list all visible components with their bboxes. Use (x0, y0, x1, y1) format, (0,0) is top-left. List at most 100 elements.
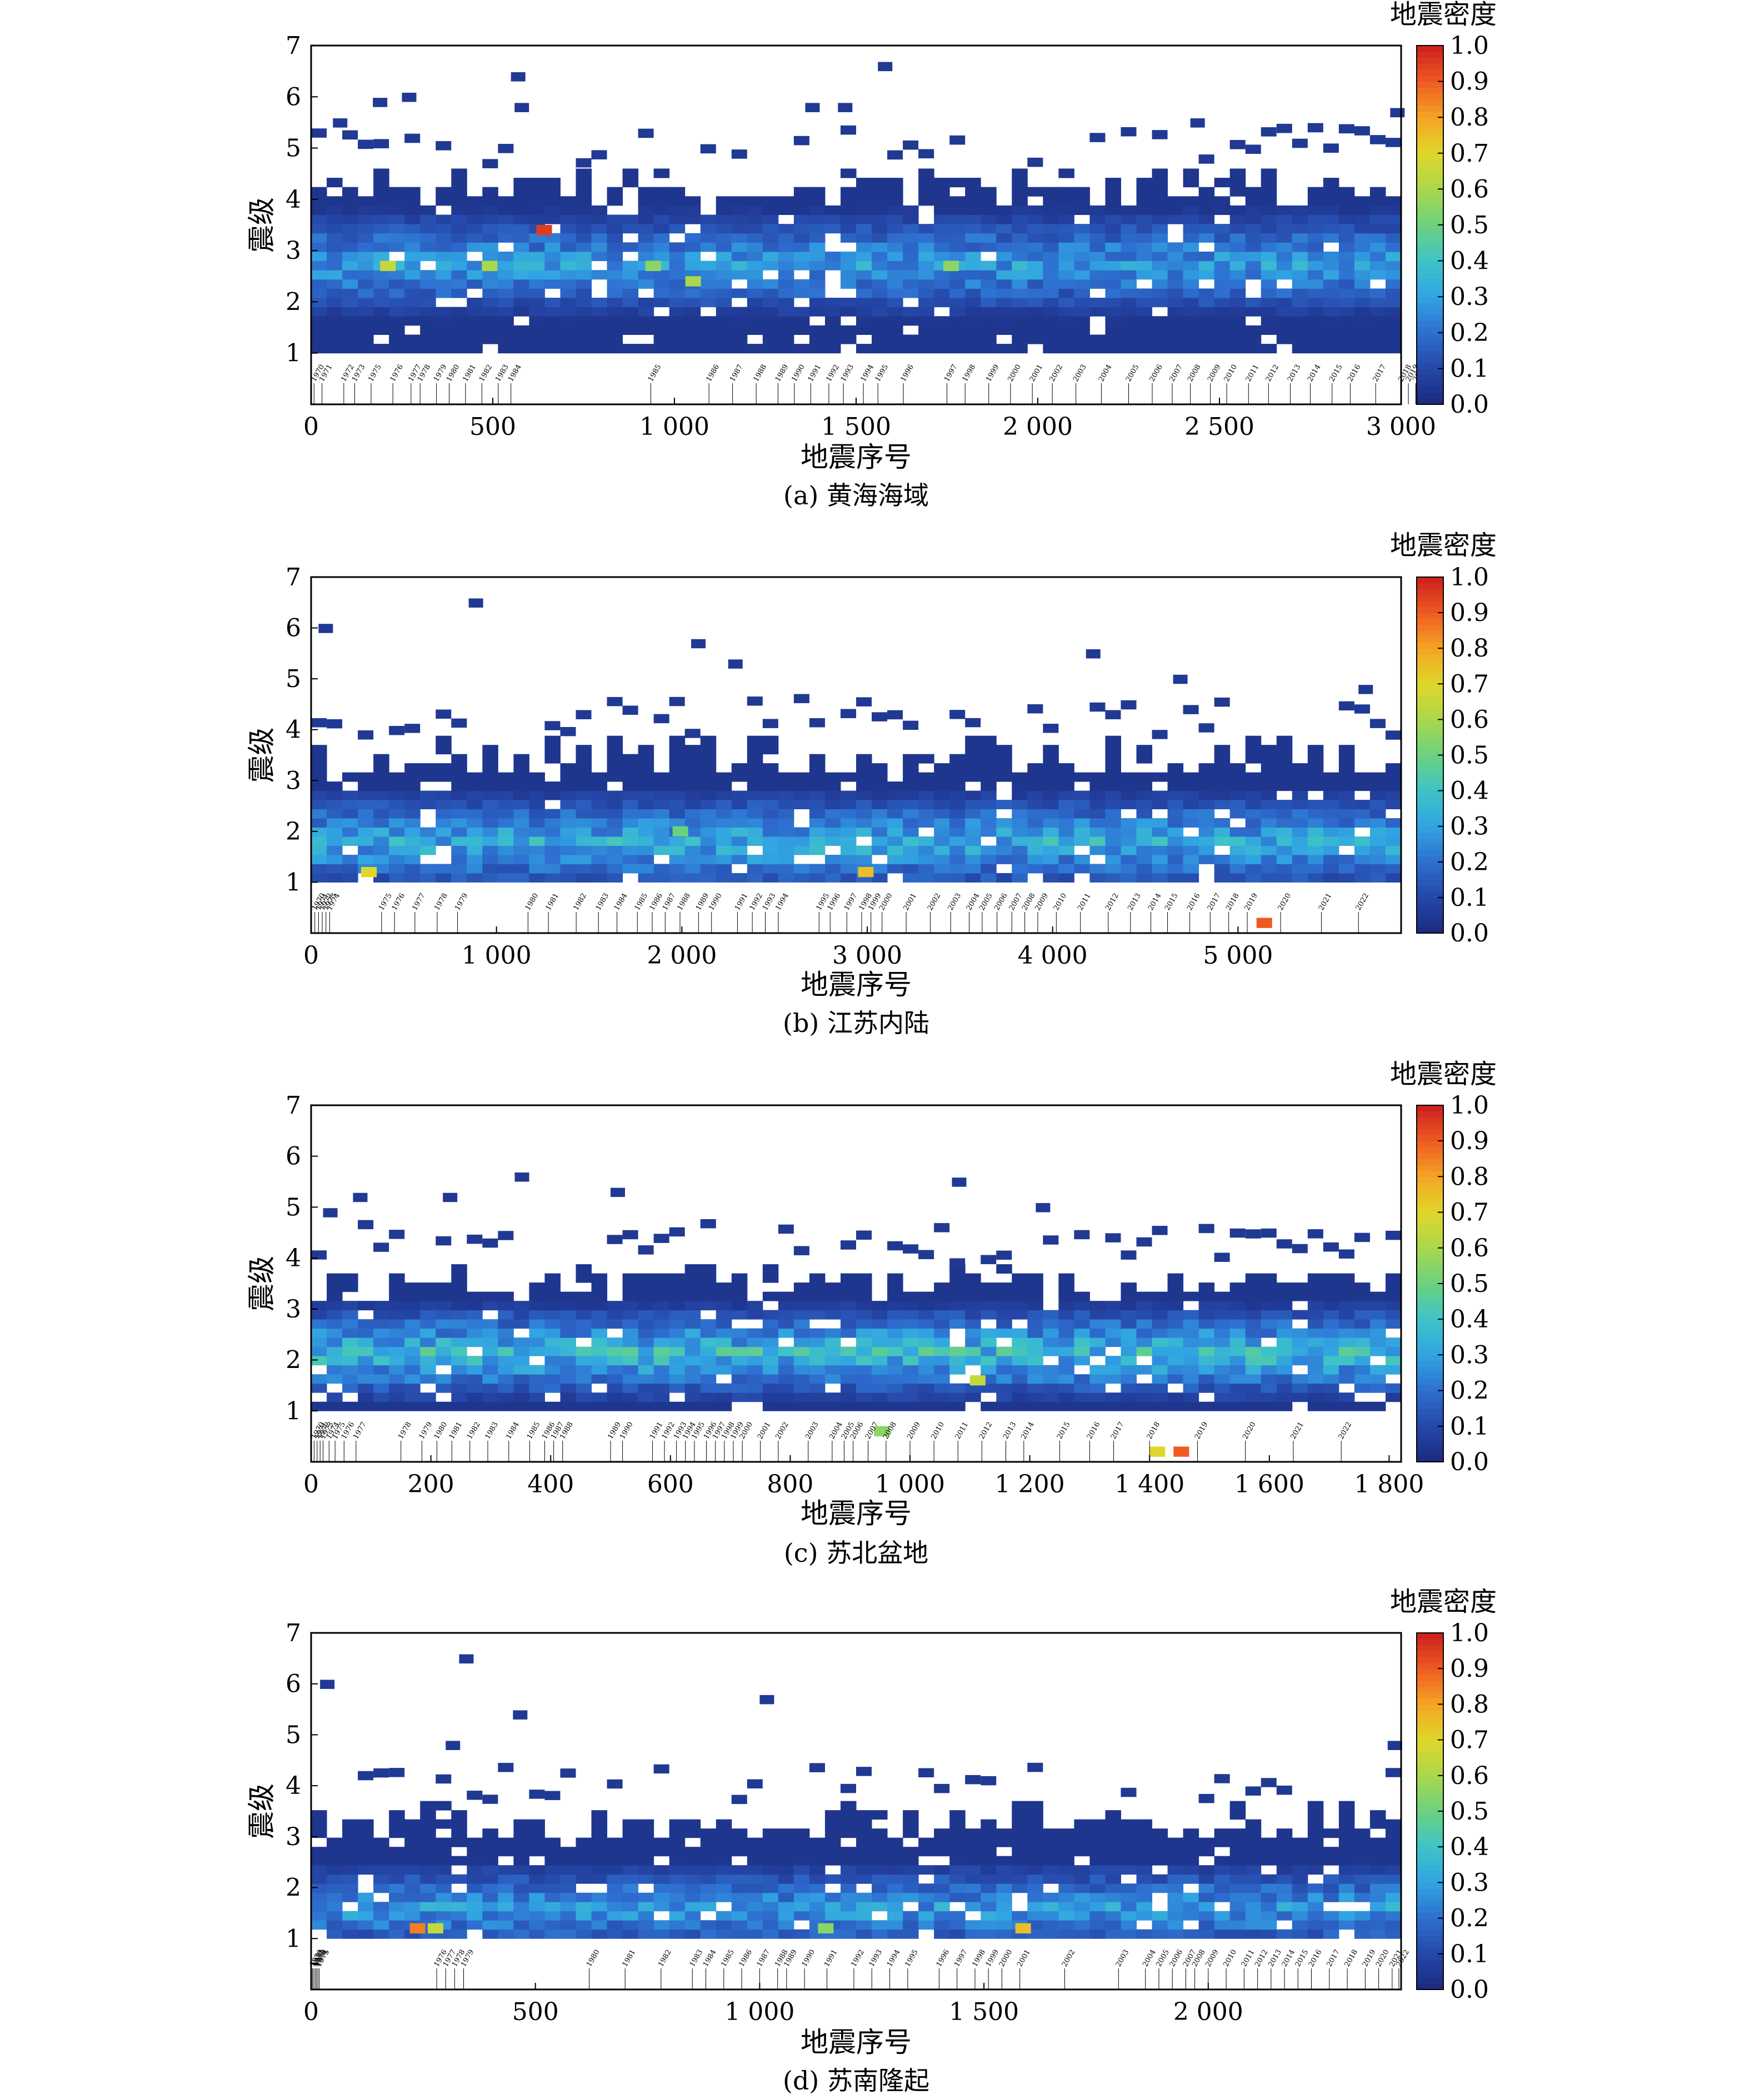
heatmap-cell (778, 288, 794, 298)
heatmap-cell (653, 1346, 670, 1356)
heatmap-cell (513, 224, 529, 234)
heatmap-cell (1027, 1828, 1043, 1838)
heatmap-cell (793, 1392, 810, 1402)
heatmap-cell (965, 1328, 981, 1338)
heatmap-cell (1261, 1273, 1277, 1283)
heatmap-cell (311, 1356, 327, 1366)
heatmap-cell (1385, 344, 1402, 354)
heatmap-cell (903, 809, 919, 819)
heatmap-cell (856, 800, 872, 810)
heatmap-cell (934, 1337, 950, 1347)
heatmap-cell (1338, 1810, 1355, 1820)
heatmap-cell (856, 316, 872, 326)
year-marker-label: 2012 (1104, 892, 1121, 912)
heatmap-cell (903, 1828, 919, 1838)
year-marker-label: 1977 (352, 1421, 368, 1441)
heatmap-cell (544, 818, 561, 828)
heatmap-cell (965, 187, 981, 197)
heatmap-cell (903, 1301, 919, 1311)
heatmap-cell (700, 800, 717, 810)
heatmap-cell (1214, 818, 1231, 828)
colorbar-segment (1417, 368, 1443, 375)
heatmap-cell (809, 772, 826, 782)
heatmap-cell (576, 1291, 592, 1301)
heatmap-cell (311, 1883, 327, 1893)
heatmap-cell (1012, 800, 1028, 810)
heatmap-cell (420, 1902, 436, 1912)
heatmap-cell (1323, 790, 1339, 800)
heatmap-cell (1261, 800, 1277, 810)
heatmap-cell (793, 344, 810, 354)
heatmap-cell (1136, 809, 1153, 819)
colorbar-segment (1417, 1793, 1443, 1800)
heatmap-cell (311, 128, 327, 138)
heatmap-cell (622, 1346, 639, 1356)
heatmap-cell (451, 864, 467, 874)
heatmap-cell (1369, 1874, 1386, 1884)
heatmap-cell (1369, 298, 1386, 308)
heatmap-cell (700, 270, 717, 280)
heatmap-cell (327, 1401, 343, 1411)
colorbar-segment (1417, 1781, 1443, 1788)
colorbar-segment (1417, 87, 1443, 94)
heatmap-cell (653, 344, 670, 354)
heatmap-cell (809, 809, 826, 819)
heatmap-cell (887, 1837, 903, 1847)
heatmap-cell (1105, 1902, 1121, 1912)
heatmap-cell (1229, 1892, 1246, 1902)
heatmap-cell (389, 873, 405, 883)
heatmap-cell (607, 1383, 623, 1393)
heatmap-cell (482, 1365, 498, 1375)
heatmap-cell (622, 260, 639, 270)
heatmap-cell (1323, 214, 1339, 224)
heatmap-cell (482, 1795, 498, 1804)
heatmap-cell (544, 1365, 561, 1375)
colorbar-segment (1417, 1835, 1443, 1842)
heatmap-cell (1183, 325, 1199, 335)
heatmap-cell (373, 1356, 389, 1366)
heatmap-cell (824, 864, 841, 874)
heatmap-cell (1074, 1883, 1090, 1893)
heatmap-cell (467, 279, 483, 289)
heatmap-cell (1089, 270, 1106, 280)
year-marker-label: 1993 (868, 1948, 884, 1968)
heatmap-cell (1338, 214, 1355, 224)
heatmap-cell (856, 260, 872, 270)
heatmap-cell (373, 251, 389, 262)
colorbar-segment (1417, 1254, 1443, 1260)
heatmap-cell (903, 1819, 919, 1829)
heatmap-cell (1307, 1911, 1324, 1921)
heatmap-cell (436, 818, 452, 828)
year-marker-label: 2003 (804, 1421, 821, 1441)
heatmap-cell (420, 1356, 436, 1366)
heatmap-cell (1167, 836, 1184, 846)
heatmap-cell (1043, 187, 1059, 197)
heatmap-cell (793, 1856, 810, 1866)
heatmap-cell (934, 187, 950, 197)
heatmap-cell (1152, 854, 1168, 864)
heatmap-cell (607, 754, 623, 764)
heatmap-cell (327, 790, 343, 800)
heatmap-cell (1043, 1328, 1059, 1338)
heatmap-cell (358, 1337, 374, 1347)
heatmap-cell (1121, 127, 1137, 137)
heatmap-cell (451, 1911, 467, 1921)
heatmap-cell (404, 1310, 421, 1320)
heatmap-cell (327, 334, 343, 344)
heatmap-cell (1183, 178, 1199, 188)
heatmap-cell (653, 1383, 670, 1393)
heatmap-cell (436, 1837, 452, 1847)
heatmap-cell (1012, 1801, 1028, 1811)
heatmap-cell (1338, 205, 1355, 215)
heatmap-cell (684, 325, 701, 335)
heatmap-cell (404, 1837, 421, 1847)
heatmap-cell (482, 800, 498, 810)
heatmap-cell (887, 854, 903, 864)
colorbar-segment (1417, 327, 1443, 333)
heatmap-cell (1152, 864, 1168, 874)
heatmap-cell (529, 1392, 545, 1402)
heatmap-cell (1152, 1356, 1168, 1366)
heatmap-cell (1385, 836, 1402, 846)
outlier-cell (728, 659, 743, 669)
